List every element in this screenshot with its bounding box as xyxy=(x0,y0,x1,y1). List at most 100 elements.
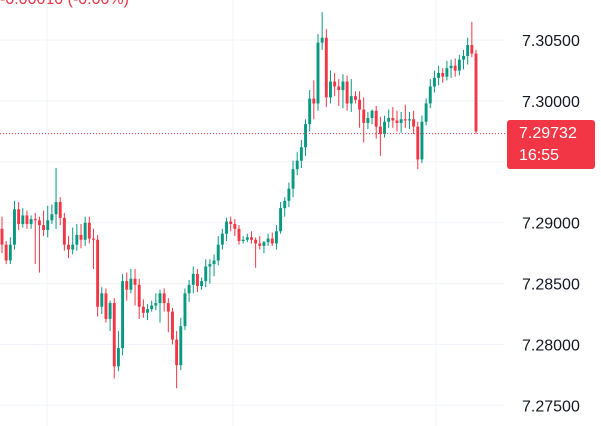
candle xyxy=(79,223,83,249)
candle-body xyxy=(175,339,179,366)
candle-body xyxy=(295,160,299,170)
candle-body xyxy=(75,234,79,245)
candle-body xyxy=(220,233,224,245)
candle xyxy=(146,304,149,321)
candle xyxy=(96,234,100,317)
candle-body xyxy=(0,228,4,245)
candle-body xyxy=(200,281,204,287)
candle-body xyxy=(112,303,116,367)
candle xyxy=(366,111,370,130)
candle xyxy=(154,293,158,311)
candle xyxy=(200,277,204,290)
candle-body xyxy=(428,86,432,104)
candle-body xyxy=(262,242,266,246)
candle-body xyxy=(441,73,445,77)
candle xyxy=(445,60,449,81)
candle xyxy=(17,202,21,231)
candle-body xyxy=(258,243,262,246)
candle xyxy=(42,210,46,237)
candle-body xyxy=(50,214,54,221)
candle xyxy=(225,217,228,241)
candle xyxy=(129,268,133,294)
candle xyxy=(470,21,474,58)
candle xyxy=(337,79,341,106)
candle xyxy=(432,70,436,93)
candle-body xyxy=(420,121,424,160)
candle-body xyxy=(191,273,195,285)
candle-body xyxy=(187,284,191,294)
candle-body xyxy=(8,244,12,261)
candle-body xyxy=(150,305,154,310)
candle-body xyxy=(154,303,158,306)
candle-body xyxy=(204,266,208,282)
candle xyxy=(333,73,337,97)
candle-body xyxy=(449,65,453,69)
candle-body xyxy=(121,281,125,349)
candle xyxy=(241,236,245,244)
candle xyxy=(341,74,345,109)
candle-body xyxy=(353,96,357,100)
candle-body xyxy=(237,228,241,241)
candle-body xyxy=(141,306,145,313)
candle-body xyxy=(162,293,166,304)
candle-body xyxy=(17,209,21,224)
candle-body xyxy=(432,77,436,87)
candle-body xyxy=(254,239,258,244)
y-axis-tick-label: 7.29000 xyxy=(522,216,580,233)
candle xyxy=(104,288,108,323)
candles xyxy=(0,12,478,389)
candle-body xyxy=(13,209,16,245)
candle xyxy=(208,259,212,284)
candle xyxy=(266,233,270,246)
candle-body xyxy=(308,98,312,125)
candle-body xyxy=(208,264,212,267)
candle xyxy=(291,160,295,198)
candle-body xyxy=(324,37,328,98)
bar-countdown: 16:55 xyxy=(519,147,560,164)
candle-body xyxy=(316,42,320,104)
candle xyxy=(345,75,349,111)
candle xyxy=(67,236,70,259)
candle xyxy=(316,34,320,111)
price-axis-labels: 7.30500 7.30000 7.29000 7.28500 7.28000 7.275… xyxy=(522,33,580,415)
candle-body xyxy=(337,86,341,91)
candle-body xyxy=(270,238,274,244)
y-axis-tick-label: 7.30000 xyxy=(522,94,580,111)
candle-body xyxy=(445,68,449,77)
price-change-text: -0.00010 (-0.00%) xyxy=(0,0,129,9)
candle-body xyxy=(287,188,291,201)
candle xyxy=(183,288,187,330)
candle xyxy=(304,119,307,156)
candle-body xyxy=(274,231,278,244)
candle-body xyxy=(279,208,283,232)
candle xyxy=(378,116,382,156)
candle xyxy=(428,79,432,109)
candle-body xyxy=(304,124,307,148)
candle xyxy=(395,110,399,132)
candle-body xyxy=(225,221,228,234)
candle-body xyxy=(474,53,478,132)
candle xyxy=(466,37,470,65)
candle-body xyxy=(79,234,83,240)
candle-body xyxy=(466,45,470,56)
candle-body xyxy=(283,200,287,209)
candle xyxy=(4,240,8,265)
candle xyxy=(71,227,75,255)
candle-body xyxy=(358,99,362,110)
candle-body xyxy=(21,215,25,224)
candle-body xyxy=(403,119,407,121)
candle xyxy=(324,29,328,108)
candle-body xyxy=(179,326,183,366)
candle xyxy=(229,216,233,232)
candle-body xyxy=(137,284,141,307)
candle xyxy=(166,298,170,333)
candle-body xyxy=(4,244,8,261)
candle xyxy=(125,272,129,301)
candle-body xyxy=(370,110,374,119)
candle-body xyxy=(166,303,170,312)
candle xyxy=(374,105,378,139)
y-axis-tick-label: 7.30500 xyxy=(522,33,580,50)
candle-body xyxy=(233,223,237,229)
candle-body xyxy=(54,202,58,215)
